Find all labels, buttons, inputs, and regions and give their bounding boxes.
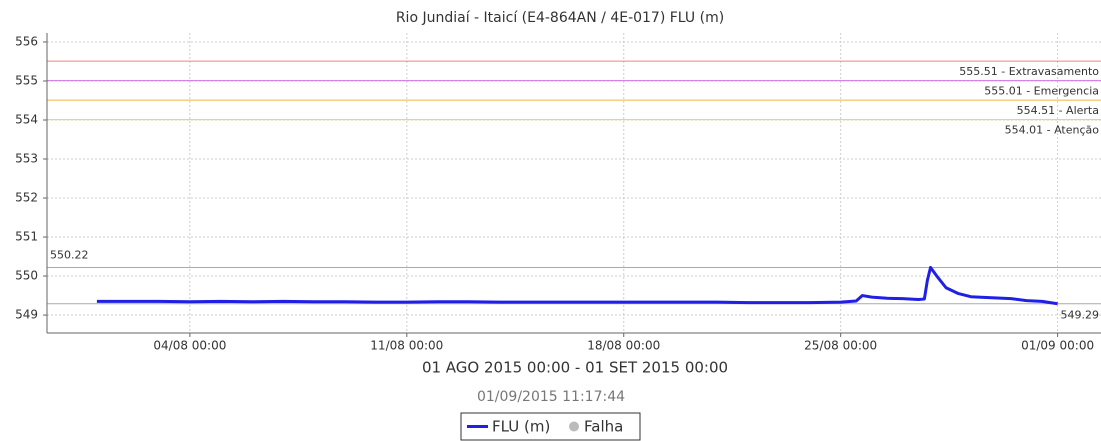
y-tick-label: 553 (15, 152, 38, 166)
legend-label: Falha (584, 418, 623, 436)
y-tick-label: 551 (15, 230, 38, 244)
y-tick-label: 549 (15, 308, 38, 322)
x-tick-label: 11/08 00:00 (370, 339, 443, 353)
last-label: 549.29 (1061, 309, 1100, 322)
timestamp: 01/09/2015 11:17:44 (477, 389, 625, 405)
max-label: 550.22 (50, 248, 89, 261)
x-tick-label: 18/08 00:00 (587, 339, 660, 353)
threshold-label: 555.51 - Extravasamento (959, 65, 1099, 78)
threshold-label: 555.01 - Emergencia (984, 85, 1099, 98)
x-tick-label: 25/08 00:00 (804, 339, 877, 353)
legend-label: FLU (m) (492, 418, 550, 436)
y-tick-label: 550 (15, 269, 38, 283)
legend-swatch (569, 421, 579, 432)
legend-box (460, 412, 641, 441)
threshold-label: 554.01 - Atenção (1005, 124, 1100, 137)
x-tick-label: 04/08 00:00 (153, 339, 226, 353)
y-tick-label: 556 (15, 34, 38, 48)
y-tick-label: 552 (15, 191, 38, 205)
x-tick-label: 01/09 00:00 (1021, 339, 1094, 353)
y-tick-label: 554 (15, 112, 38, 126)
threshold-label: 554.51 - Alerta (1017, 104, 1099, 117)
data-line (96, 265, 1058, 306)
chart-title: Rio Jundiaí - Itaicí (E4-864AN / 4E-017)… (396, 10, 724, 26)
y-tick-label: 555 (15, 73, 38, 87)
x-axis-label: 01 AGO 2015 00:00 - 01 SET 2015 00:00 (422, 359, 728, 377)
